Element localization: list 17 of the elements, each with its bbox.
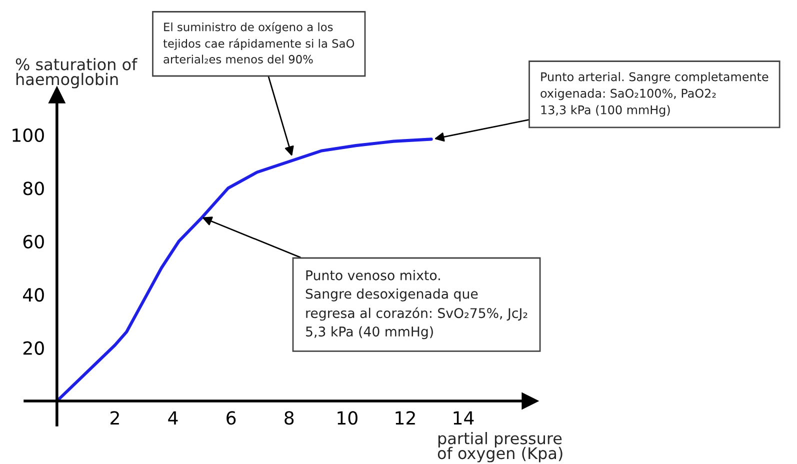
annotation: Punto venoso mixto. Sangre desoxigenada que regresa al corazón: SvO₂75%, JcJ₂ 5,3 kPa (40 mmHg) xyxy=(306,270,528,340)
x-tick-label: 12 xyxy=(396,411,415,424)
y-tick-label: 20 xyxy=(23,341,44,355)
annotation: El suministro de oxígeno a los tejidos cae rápidamente si la SaO arterial₂es menos del 90% xyxy=(163,22,354,64)
x-tick-label: 10 xyxy=(338,411,358,425)
y-tick-label: 80 xyxy=(23,182,44,196)
x-axis-title: partial pressure of oxygen (Kpa) xyxy=(438,432,562,462)
y-tick-label: 100 xyxy=(12,128,44,142)
x-tick-label: 14 xyxy=(454,411,474,424)
y-tick-label: 60 xyxy=(23,234,44,248)
x-tick-label: 2 xyxy=(110,411,119,424)
y-tick-label: 40 xyxy=(23,288,44,302)
x-tick-label: 4 xyxy=(168,411,178,424)
y-axis-title: % saturation of haemoglobin xyxy=(16,58,138,88)
annotation: Punto arterial. Sangre completamente oxigenada: SaO₂100%, PaO2₂ 13,3 kPa (100 mmHg) xyxy=(540,72,768,117)
x-tick-label: 8 xyxy=(284,411,294,425)
x-tick-label: 6 xyxy=(226,411,236,425)
